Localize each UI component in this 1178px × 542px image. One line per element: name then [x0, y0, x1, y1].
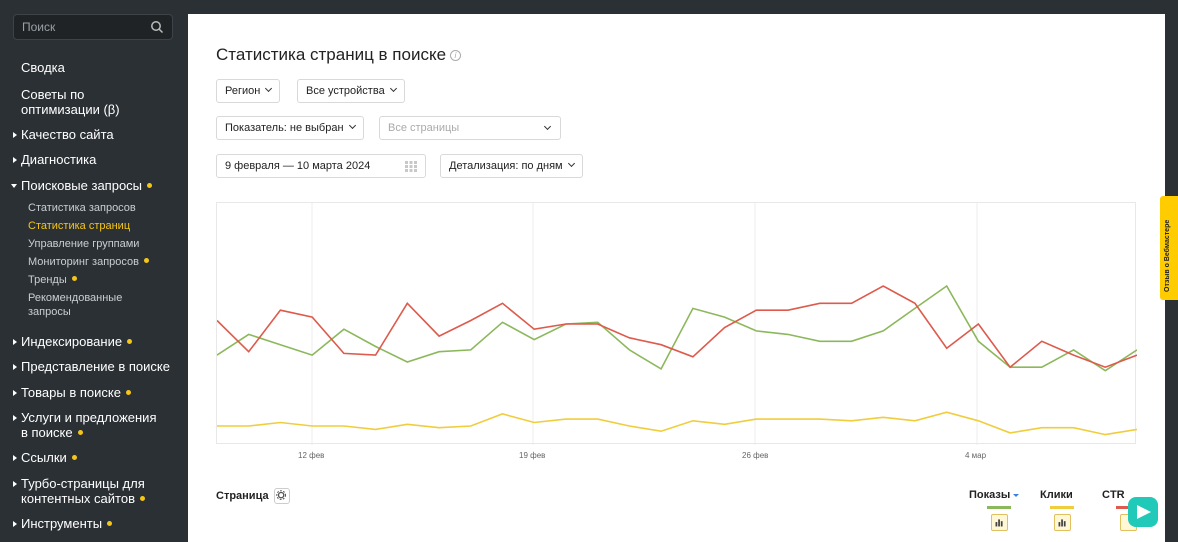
info-icon[interactable]: i [450, 50, 462, 61]
search-box[interactable] [13, 14, 173, 40]
nav-summary[interactable]: Сводка [21, 60, 65, 75]
sort-desc-icon [1013, 494, 1020, 497]
nav-diagnostics[interactable]: Диагностика [0, 152, 96, 167]
chevron-down-icon [543, 122, 552, 131]
play-icon [1137, 505, 1151, 519]
page-title: Статистика страниц в поиске i [216, 45, 462, 65]
status-dot [125, 390, 131, 395]
chevron-right-icon [13, 455, 17, 461]
chevron-down-icon [348, 121, 356, 130]
bar-chart-icon[interactable] [991, 514, 1008, 531]
sidebar: Сводка Советы по оптимизации (β) Качеств… [0, 0, 187, 542]
main-panel: Статистика страниц в поиске i Регион Все … [188, 14, 1165, 542]
x-tick-label: 12 фев [298, 451, 325, 460]
subnav-query-monitoring[interactable]: Мониторинг запросов [0, 255, 149, 269]
chevron-right-icon [13, 415, 17, 421]
status-dot [71, 455, 77, 460]
chevron-right-icon [13, 481, 17, 487]
chevron-down-icon [567, 159, 575, 168]
date-range-picker[interactable]: 9 февраля — 10 марта 2024 [216, 154, 426, 178]
devices-dropdown[interactable]: Все устройства [297, 79, 405, 103]
clicks-legend-bar [1050, 506, 1074, 509]
x-tick-label: 26 фев [742, 451, 769, 460]
nav-optimization-tips[interactable]: Советы по оптимизации (β) [21, 87, 120, 117]
column-clicks[interactable]: Клики [1040, 489, 1073, 501]
pages-select[interactable]: Все страницы [379, 116, 561, 140]
column-impressions[interactable]: Показы [969, 489, 1020, 501]
nav-links[interactable]: Ссылки [0, 450, 77, 465]
search-icon[interactable] [150, 20, 164, 34]
chevron-right-icon [13, 339, 17, 345]
table-header: Страница Показы Клики CTR [216, 484, 1165, 542]
bar-chart-icon[interactable] [1054, 514, 1071, 531]
detail-dropdown[interactable]: Детализация: по дням [440, 154, 583, 178]
calendar-icon [405, 161, 417, 172]
chevron-right-icon [13, 390, 17, 396]
feedback-label: Отзыв о Вебмастере [1164, 219, 1171, 292]
settings-gear-button[interactable] [274, 488, 290, 504]
status-dot [77, 430, 83, 435]
subnav-trends[interactable]: Тренды [0, 273, 77, 287]
status-dot [107, 521, 113, 526]
chevron-down-icon [265, 84, 273, 93]
subnav-group-management[interactable]: Управление группами [28, 238, 140, 250]
subnav-page-stats[interactable]: Статистика страниц [28, 220, 131, 232]
nav-turbo-pages[interactable]: Турбо-страницы для контентных сайтов [0, 476, 150, 506]
series-line-Клики [217, 411, 1137, 436]
nav-indexing[interactable]: Индексирование [0, 334, 133, 349]
status-dot [147, 183, 153, 188]
nav-products-in-search[interactable]: Товары в поиске [0, 385, 131, 400]
impressions-legend-bar [987, 506, 1011, 509]
nav-services-offers[interactable]: Услуги и предложения в поиске [0, 410, 160, 440]
nav-search-appearance[interactable]: Представление в поиске [0, 359, 187, 374]
chevron-right-icon [13, 132, 17, 138]
region-dropdown[interactable]: Регион [216, 79, 281, 103]
column-ctr[interactable]: CTR [1102, 489, 1125, 501]
search-input[interactable] [22, 15, 150, 39]
chevron-down-icon [11, 184, 17, 188]
chevron-right-icon [13, 364, 17, 370]
assistant-button[interactable] [1128, 497, 1158, 527]
chevron-down-icon [389, 84, 397, 93]
subnav-recommended-queries[interactable]: Рекомендованные запросы [28, 292, 123, 318]
nav-search-queries[interactable]: Поисковые запросы [0, 178, 153, 193]
status-dot [127, 339, 133, 344]
subnav-query-stats[interactable]: Статистика запросов [28, 202, 136, 214]
nav-tools[interactable]: Инструменты [0, 516, 113, 531]
chart-svg [217, 203, 1137, 445]
x-tick-label: 4 мар [965, 451, 987, 460]
status-dot [71, 276, 77, 281]
x-tick-label: 19 фев [519, 451, 546, 460]
status-dot [140, 496, 145, 501]
line-chart [216, 202, 1137, 445]
nav-site-quality[interactable]: Качество сайта [0, 127, 114, 142]
chevron-right-icon [13, 521, 17, 527]
status-dot [144, 258, 149, 263]
series-line-CTR [217, 285, 1137, 369]
gear-icon [276, 490, 287, 501]
indicator-dropdown[interactable]: Показатель: не выбран [216, 116, 364, 140]
sidebar-nav: Сводка Советы по оптимизации (β) Качеств… [0, 58, 187, 531]
feedback-tab[interactable]: Отзыв о Вебмастере [1160, 196, 1178, 300]
series-line-Показы [217, 284, 1137, 372]
chevron-right-icon [13, 157, 17, 163]
column-page: Страница [216, 490, 269, 502]
